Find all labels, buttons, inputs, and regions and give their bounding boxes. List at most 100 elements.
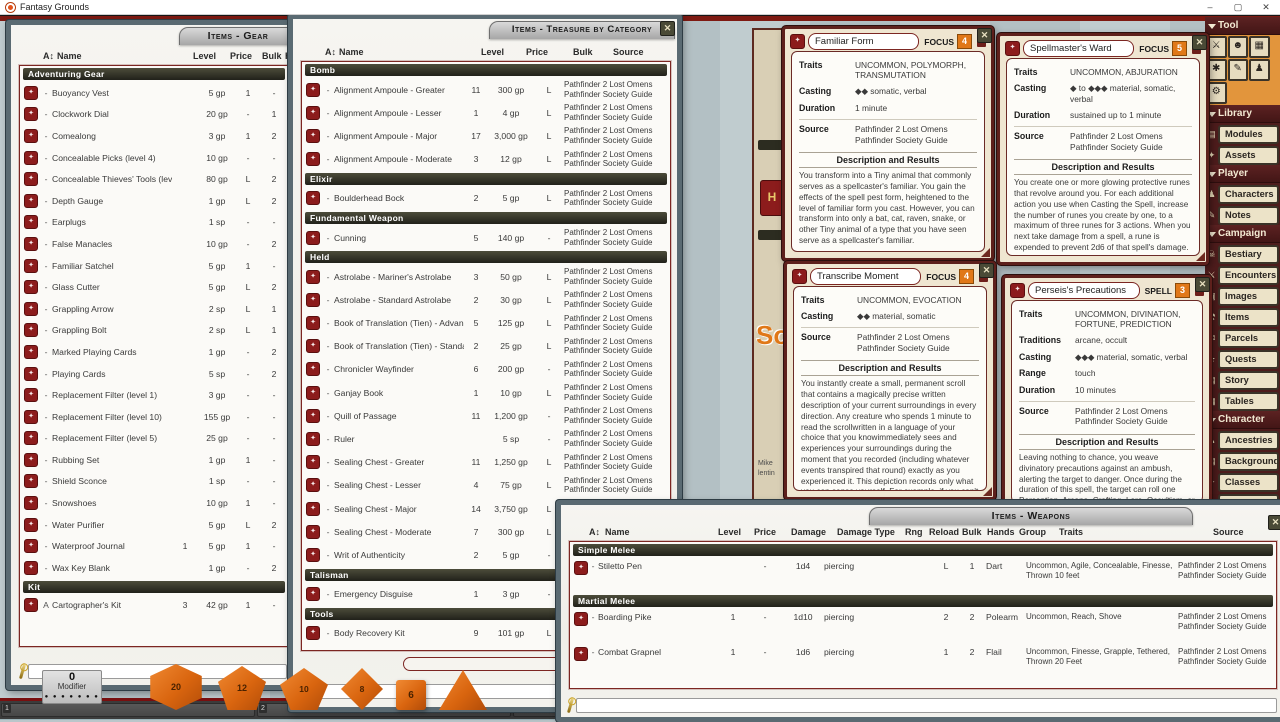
item-icon[interactable]: ✦ — [306, 548, 320, 562]
sidebar-section-header-character[interactable]: Character — [1205, 411, 1280, 429]
sidebar-item-backgrounds[interactable]: ▤Backgrounds — [1205, 452, 1279, 471]
sidebar-section-header-player[interactable]: Player — [1205, 165, 1280, 183]
damage-type-column-header[interactable]: Damage Type — [837, 527, 895, 537]
sort-column-header[interactable]: A↕ — [589, 527, 600, 537]
item-icon[interactable]: ✦ — [306, 432, 320, 446]
d8-die[interactable]: 8 — [341, 668, 383, 710]
item-icon[interactable]: ✦ — [306, 152, 320, 166]
resize-grip-icon[interactable] — [981, 248, 990, 257]
item-icon[interactable]: ✦ — [306, 502, 320, 516]
price-column-header[interactable]: Price — [754, 527, 776, 537]
close-icon[interactable]: ✕ — [660, 21, 675, 36]
sidebar-item-images[interactable]: ▣Images — [1205, 287, 1279, 306]
item-icon[interactable]: ✦ — [306, 129, 320, 143]
maximize-button[interactable]: ▢ — [1224, 0, 1252, 14]
sidebar-item-tables[interactable]: ▦Tables — [1205, 392, 1279, 411]
item-icon[interactable]: ✦ — [24, 280, 38, 294]
level-column-header[interactable]: Level — [481, 47, 504, 57]
items-weapons-tab[interactable]: Items - Weapons — [869, 507, 1193, 525]
spell-icon[interactable]: ✦ — [792, 269, 807, 284]
portrait-tool-icon[interactable]: ♟ — [1249, 59, 1270, 81]
d10-die[interactable]: 10 — [280, 668, 328, 710]
rng-column-header[interactable]: Rng — [905, 527, 923, 537]
item-icon[interactable]: ✦ — [24, 388, 38, 402]
weapons-filter-input[interactable] — [576, 698, 1277, 713]
damage-column-header[interactable]: Damage — [791, 527, 826, 537]
item-icon[interactable]: ✦ — [306, 316, 320, 330]
sort-column-header[interactable]: A↕ — [43, 51, 54, 61]
spell-icon[interactable]: ✦ — [1010, 283, 1025, 298]
d12-die[interactable]: 12 — [217, 666, 267, 710]
item-icon[interactable]: ✦ — [306, 106, 320, 120]
spell-name-input[interactable]: Perseis's Precautions — [1028, 282, 1140, 299]
items-gear-tab[interactable]: Items - Gear — [179, 27, 297, 45]
item-icon[interactable]: ✦ — [24, 431, 38, 445]
sidebar-item-bestiary[interactable]: ☠Bestiary — [1205, 245, 1279, 264]
item-icon[interactable]: ✦ — [306, 83, 320, 97]
item-icon[interactable]: ✦ — [306, 650, 320, 651]
sidebar-item-characters[interactable]: ♟Characters — [1205, 185, 1279, 204]
calendar-tool-icon[interactable]: ▦ — [1249, 36, 1270, 58]
close-icon[interactable]: ✕ — [1268, 515, 1280, 530]
item-icon[interactable]: ✦ — [306, 409, 320, 423]
item-icon[interactable]: ✦ — [24, 129, 38, 143]
sidebar-item-encounters[interactable]: ⚔Encounters — [1205, 266, 1279, 285]
item-icon[interactable]: ✦ — [306, 293, 320, 307]
item-icon[interactable]: ✦ — [306, 362, 320, 376]
hands-column-header[interactable]: Hands — [987, 527, 1015, 537]
item-icon[interactable]: ✦ — [24, 323, 38, 337]
level-column-header[interactable]: Level — [193, 51, 216, 61]
item-icon[interactable]: ✦ — [24, 367, 38, 381]
sidebar-section-header-library[interactable]: Library — [1205, 105, 1280, 123]
table-row[interactable]: ✦-Concealable Picks (level 4)10 gp-- — [20, 147, 288, 169]
item-icon[interactable]: ✦ — [24, 259, 38, 273]
item-icon[interactable]: ✦ — [24, 561, 38, 575]
item-icon[interactable]: ✦ — [306, 525, 320, 539]
item-icon[interactable]: ✦ — [574, 561, 588, 575]
item-icon[interactable]: ✦ — [306, 339, 320, 353]
close-icon[interactable]: ✕ — [977, 28, 992, 43]
item-icon[interactable]: ✦ — [24, 237, 38, 251]
name-column-header[interactable]: Name — [339, 47, 364, 57]
spell-name-input[interactable]: Spellmaster's Ward — [1023, 40, 1134, 57]
pointer-tool-icon[interactable]: ✎ — [1228, 59, 1249, 81]
spell-icon[interactable]: ✦ — [790, 34, 805, 49]
item-icon[interactable]: ✦ — [24, 172, 38, 186]
tokens-tool-icon[interactable]: ☻ — [1228, 36, 1249, 58]
item-icon[interactable]: ✦ — [306, 478, 320, 492]
options-tool-icon[interactable]: ⚙ — [1206, 82, 1227, 104]
d6-die[interactable]: 6 — [396, 680, 426, 710]
price-column-header[interactable]: Price — [526, 47, 548, 57]
item-icon[interactable]: ✦ — [24, 496, 38, 510]
sidebar-item-story[interactable]: ▤Story — [1205, 371, 1279, 390]
item-icon[interactable]: ✦ — [24, 345, 38, 359]
item-icon[interactable]: ✦ — [24, 453, 38, 467]
level-column-header[interactable]: Level — [718, 527, 741, 537]
bulk-column-header[interactable]: Bulk — [262, 51, 282, 61]
items-treasure-tab[interactable]: Items - Treasure by Category — [489, 21, 675, 39]
sidebar-item-parcels[interactable]: ✉Parcels — [1205, 329, 1279, 348]
item-icon[interactable]: ✦ — [24, 410, 38, 424]
bulk-column-header[interactable]: Bulk — [962, 527, 982, 537]
sidebar-item-classes[interactable]: ✦Classes — [1205, 473, 1279, 492]
resize-grip-icon[interactable] — [1196, 252, 1205, 261]
